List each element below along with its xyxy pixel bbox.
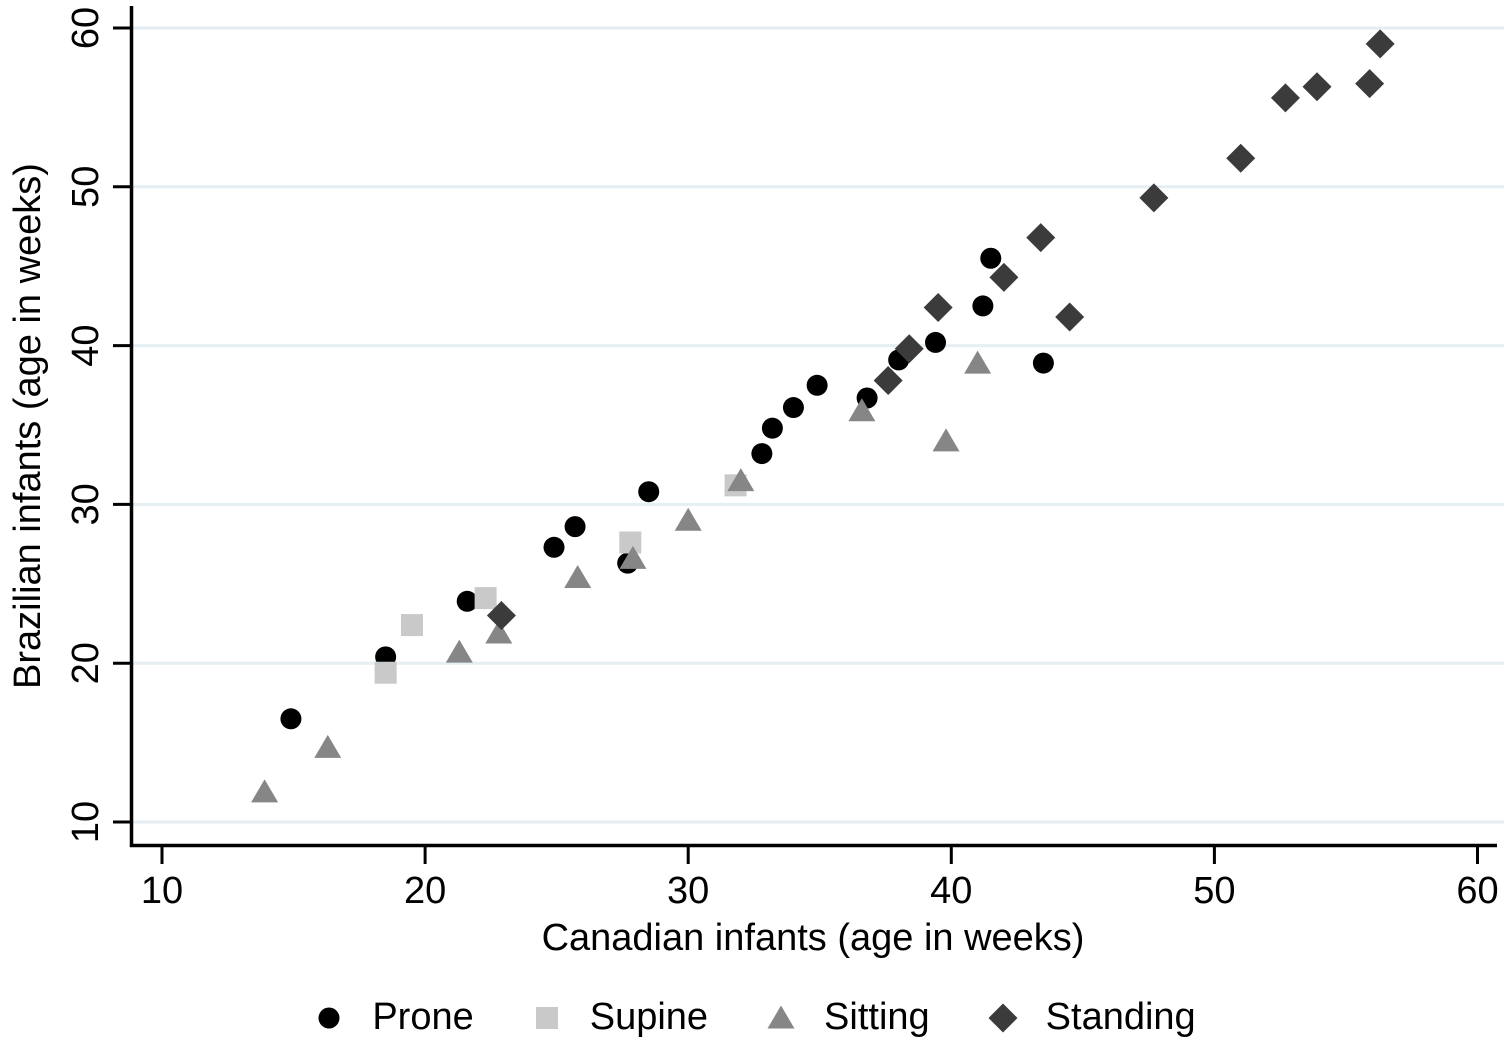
point-standing	[1365, 29, 1395, 59]
point-standing	[486, 601, 516, 631]
x-tick-label: 60	[1456, 870, 1498, 912]
point-prone	[638, 481, 660, 503]
point-standing	[923, 292, 953, 322]
point-prone	[761, 417, 783, 439]
point-prone	[782, 397, 804, 419]
y-axis-title: Brazilian infants (age in weeks)	[7, 163, 49, 689]
point-standing	[989, 262, 1019, 292]
legend-item-supine: Supine	[530, 995, 708, 1041]
legend-item-standing: Standing	[986, 995, 1196, 1041]
point-sitting	[848, 398, 876, 422]
point-sitting	[445, 639, 473, 663]
legend-marker-shape	[767, 1005, 795, 1029]
point-sitting	[674, 507, 702, 531]
point-sitting	[727, 468, 755, 492]
point-standing	[1139, 183, 1169, 213]
point-sitting	[619, 545, 647, 569]
axis-line	[129, 6, 1497, 848]
point-standing	[894, 334, 924, 364]
point-supine	[474, 587, 497, 610]
legend-label: Sitting	[824, 996, 930, 1038]
legend-marker-shape	[535, 1006, 558, 1029]
x-tick-label: 40	[930, 870, 972, 912]
legend: Prone Supine Sitting Standing	[0, 995, 1508, 1041]
x-tick-label: 30	[667, 870, 709, 912]
point-standing	[1026, 223, 1056, 253]
point-prone	[280, 708, 302, 730]
legend-item-sitting: Sitting	[764, 995, 930, 1041]
point-supine	[374, 661, 397, 684]
axes	[113, 6, 1497, 864]
point-prone	[980, 247, 1002, 269]
square-marker-icon	[535, 1006, 558, 1029]
point-prone	[456, 590, 478, 612]
point-sitting	[932, 428, 960, 452]
y-tick-label: 40	[65, 324, 107, 366]
y-tick-label: 30	[65, 483, 107, 525]
point-sitting	[314, 734, 342, 758]
point-prone	[806, 374, 828, 396]
x-tick-label: 20	[404, 870, 446, 912]
x-axis-title: Canadian infants (age in weeks)	[542, 917, 1085, 959]
point-prone	[925, 331, 947, 353]
point-standing	[873, 366, 903, 396]
diamond-marker-icon	[988, 1003, 1018, 1033]
point-prone	[972, 295, 994, 317]
x-tick-label: 50	[1193, 870, 1235, 912]
point-supine	[619, 531, 642, 554]
point-sitting	[251, 779, 279, 803]
triangle-marker-icon	[767, 1005, 795, 1029]
y-tick-label: 50	[65, 166, 107, 208]
point-sitting	[485, 620, 513, 644]
point-sitting	[964, 350, 992, 374]
legend-marker-shape	[988, 1003, 1018, 1033]
gridlines	[132, 26, 1504, 824]
y-tick-label: 20	[65, 642, 107, 684]
y-tick-label: 60	[65, 7, 107, 49]
point-sitting	[564, 564, 592, 588]
point-prone	[1032, 352, 1054, 374]
legend-label: Supine	[589, 996, 709, 1038]
point-prone	[564, 516, 586, 538]
legend-item-prone: Prone	[312, 995, 474, 1041]
point-prone	[751, 443, 773, 465]
point-standing	[1355, 69, 1385, 99]
x-tick-label: 10	[141, 870, 183, 912]
legend-marker-shape	[318, 1007, 340, 1029]
legend-label: Prone	[372, 996, 474, 1038]
legend-label: Standing	[1045, 996, 1196, 1038]
point-supine	[400, 614, 423, 637]
point-standing	[1302, 72, 1332, 102]
data-points	[251, 29, 1395, 803]
point-standing	[1226, 143, 1256, 173]
point-standing	[1055, 302, 1085, 332]
point-prone	[543, 536, 565, 558]
point-standing	[1270, 83, 1300, 113]
tick-labels: 10 20 30 40 50 60 10 20 30 40 50 60	[65, 7, 1499, 912]
scatter-plot: 10 20 30 40 50 60 10 20 30 40 50 60 Canadian infant…	[7, 6, 1504, 959]
y-tick-label: 10	[65, 801, 107, 843]
circle-marker-icon	[318, 1007, 340, 1029]
